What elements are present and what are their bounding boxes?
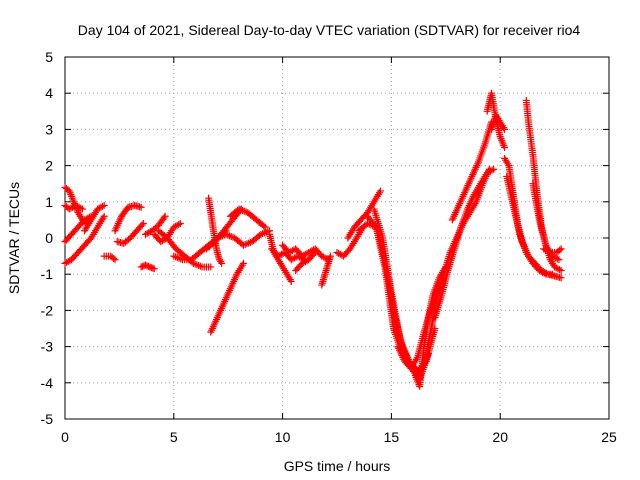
data-point [139, 220, 147, 228]
data-point [552, 254, 560, 262]
data-point [173, 221, 181, 229]
data-point [556, 246, 564, 254]
y-tick-label: -4 [41, 375, 54, 391]
y-tick-label: 2 [45, 158, 53, 174]
x-tick-label: 10 [275, 429, 291, 445]
x-axis-label: GPS time / hours [284, 458, 391, 474]
data-point [540, 269, 548, 277]
data-point [291, 254, 299, 262]
data-point [78, 205, 86, 213]
data-point [100, 212, 108, 220]
y-tick-label: -1 [41, 266, 54, 282]
data-points [61, 89, 565, 390]
data-point [176, 220, 184, 228]
data-point [77, 204, 85, 212]
y-tick-label: 5 [45, 49, 53, 65]
data-point [110, 255, 118, 263]
y-tick-label: 1 [45, 194, 53, 210]
axis-ticks: 0 5 10 15 20 25 -5 -4 -3 -2 -1 0 1 2 3 4 5 [41, 49, 617, 445]
y-axis-label: SDTVAR / TECUs [6, 182, 22, 294]
data-point [100, 201, 108, 209]
data-point [99, 202, 107, 210]
data-point [488, 166, 496, 174]
data-point [161, 212, 169, 220]
y-tick-label: 3 [45, 121, 53, 137]
data-point [553, 255, 561, 263]
data-point [311, 248, 319, 256]
y-tick-label: 4 [45, 85, 53, 101]
chart-title: Day 104 of 2021, Sidereal Day-to-day VTE… [78, 22, 581, 38]
x-tick-label: 5 [170, 429, 178, 445]
data-point [557, 267, 565, 275]
x-tick-label: 15 [384, 429, 400, 445]
data-point [545, 248, 553, 256]
data-point [555, 256, 563, 264]
data-point [554, 265, 562, 273]
data-point [138, 221, 146, 229]
data-point [149, 264, 157, 272]
data-point [239, 259, 247, 267]
data-point [260, 222, 268, 230]
data-point [377, 187, 385, 195]
y-tick-label: -2 [41, 302, 54, 318]
y-tick-label: -3 [41, 339, 54, 355]
data-point [175, 220, 183, 228]
x-tick-label: 25 [601, 429, 617, 445]
x-tick-label: 0 [61, 429, 69, 445]
data-point [326, 252, 334, 260]
data-point [97, 203, 105, 211]
data-point [501, 144, 509, 151]
data-point [160, 214, 168, 222]
data-point [64, 258, 72, 266]
y-tick-label: 0 [45, 230, 53, 246]
data-point [145, 229, 153, 237]
data-point [501, 125, 509, 133]
data-point [557, 245, 565, 253]
data-point [218, 259, 226, 267]
data-point [310, 250, 318, 258]
data-point [548, 270, 556, 278]
y-tick-label: -5 [41, 411, 54, 427]
data-point [207, 263, 215, 271]
data-point [150, 265, 158, 273]
data-point [287, 277, 295, 285]
grid-lines [65, 57, 609, 419]
data-point [490, 165, 498, 173]
x-tick-label: 20 [492, 429, 508, 445]
data-point [557, 274, 565, 282]
data-point [137, 203, 145, 211]
data-point [555, 266, 563, 274]
data-point [111, 256, 119, 264]
data-point [261, 223, 269, 231]
